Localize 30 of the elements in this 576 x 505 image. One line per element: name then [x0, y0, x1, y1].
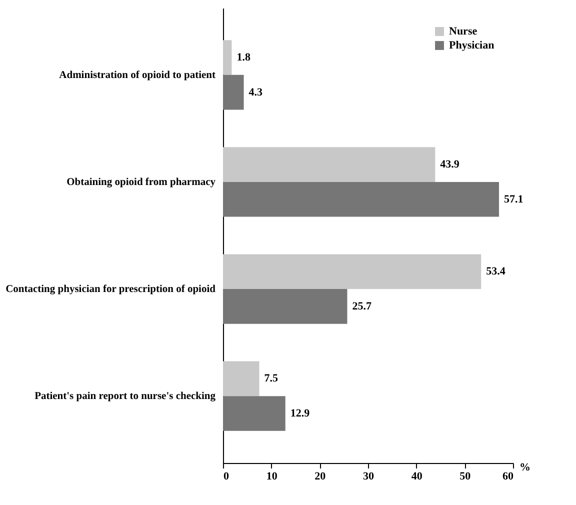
- data-label: 43.9: [440, 158, 460, 171]
- data-label: 7.5: [264, 372, 278, 385]
- x-tick-label: 20: [314, 470, 326, 482]
- x-axis-title: %: [520, 462, 530, 474]
- bar: [223, 147, 436, 182]
- bar: [223, 254, 482, 290]
- bar: [223, 396, 286, 431]
- legend-label: Nurse: [449, 26, 478, 38]
- x-tick-label: 50: [460, 470, 472, 482]
- bar: [223, 74, 244, 110]
- bar: [223, 182, 499, 217]
- data-label: 57.1: [504, 193, 524, 206]
- y-tick-label: Obtaining opioid from pharmacy: [66, 176, 216, 188]
- data-label: 12.9: [290, 407, 310, 420]
- bar: [223, 289, 348, 324]
- bar: [223, 361, 260, 396]
- y-tick-label: Patient's pain report to nurse's checking: [34, 391, 216, 402]
- data-label: 1.8: [236, 52, 251, 64]
- data-label: 4.3: [248, 86, 264, 98]
- x-tick-label: 40: [411, 470, 423, 482]
- x-tick-label: 60: [502, 470, 514, 482]
- data-label: 53.4: [486, 266, 506, 278]
- y-tick-label: Administration of opioid to patient: [59, 70, 216, 81]
- x-tick-label: 30: [363, 470, 374, 482]
- y-tick-label: Contacting physician for prescription of opioid: [6, 284, 216, 296]
- bar: [223, 40, 232, 75]
- x-tick-label: 10: [266, 470, 278, 482]
- x-tick-label: 0: [224, 470, 230, 482]
- data-label: 25.7: [352, 300, 372, 312]
- legend-label: Physician: [449, 40, 494, 52]
